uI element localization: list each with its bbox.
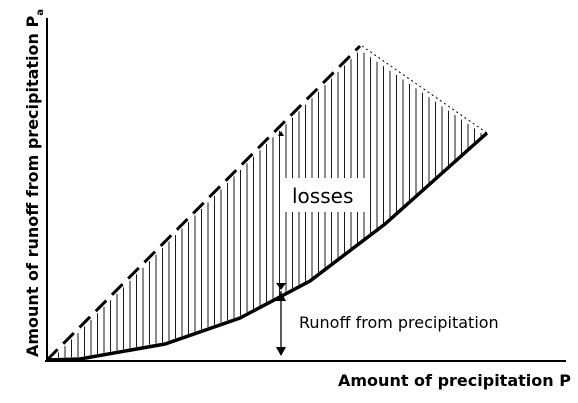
y-axis-label-group: Amount of runoff from precipitation Pa — [23, 9, 46, 357]
x-axis-label: Amount of precipitation P — [338, 371, 571, 390]
losses-label-background — [285, 178, 367, 212]
losses-right-edge — [361, 45, 488, 134]
losses-label: losses — [292, 184, 353, 208]
svg-text:Amount of runoff from precipit: Amount of runoff from precipitation Pa — [23, 9, 46, 357]
losses-hatching — [58, 45, 488, 358]
runoff-arrow-top — [276, 292, 286, 301]
losses-marker — [278, 131, 284, 136]
runoff-arrow-head — [276, 283, 286, 290]
runoff-curve — [46, 131, 489, 362]
precipitation-dashed-line — [45, 44, 362, 362]
runoff-arrow-bottom — [276, 347, 286, 356]
runoff-label: Runoff from precipitation — [299, 313, 499, 332]
y-axis-subscript: a — [35, 9, 46, 16]
y-axis-label: Amount of runoff from precipitation P — [23, 16, 42, 357]
